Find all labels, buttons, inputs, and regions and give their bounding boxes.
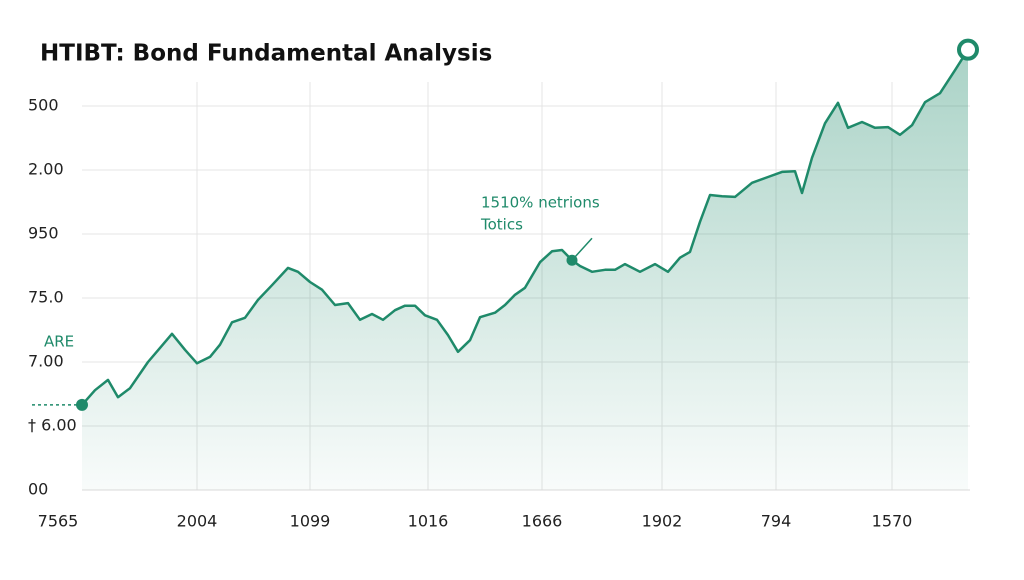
end-marker [957, 38, 979, 61]
x-tick-label: 1099 [290, 512, 331, 531]
x-tick-label: 1666 [522, 512, 563, 531]
side-label: ARE [44, 333, 74, 351]
x-tick-label: 794 [761, 512, 792, 531]
x-tick-label: 1570 [872, 512, 913, 531]
y-tick-label: 500 [28, 96, 59, 115]
y-tick-label: 75.0 [28, 288, 64, 307]
annotation-marker [566, 254, 578, 266]
x-tick-label: 7565 [38, 512, 79, 531]
x-tick-label: 1016 [408, 512, 449, 531]
annotation-text: Totics [480, 216, 523, 234]
area [82, 49, 968, 490]
x-tick-label: 1902 [642, 512, 683, 531]
y-tick-label: 950 [28, 224, 59, 243]
y-tick-label: 7.00 [28, 352, 64, 371]
y-tick-label: 00 [28, 480, 48, 499]
line [81, 49, 970, 406]
chart-title: HTIBT: Bond Fundamental Analysis [40, 41, 492, 67]
y-tick-label: † 6.00 [28, 416, 77, 435]
x-tick-label: 2004 [177, 512, 218, 531]
y-tick-label: 2.00 [28, 160, 64, 179]
start-marker [76, 398, 88, 411]
annotation-text: 1510% netrions [481, 194, 600, 212]
